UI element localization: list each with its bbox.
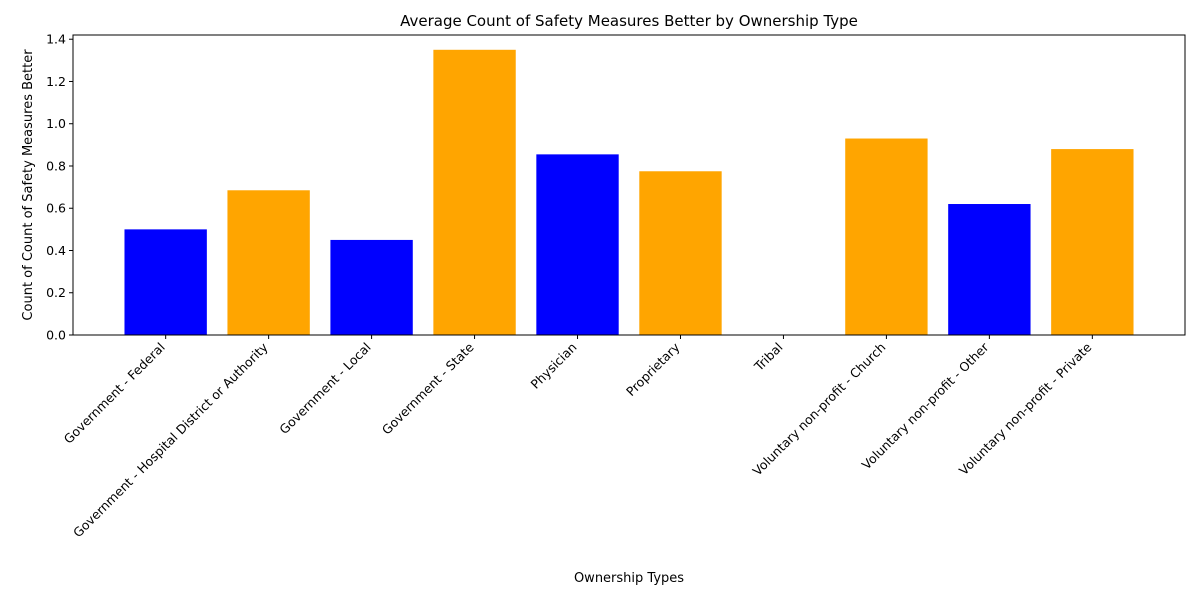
y-tick-label: 0.6 [46,201,66,216]
y-tick-label: 0.0 [46,328,66,343]
bar-3 [433,49,516,336]
x-tick-label: Tribal [751,340,786,375]
y-tick-label: 0.4 [46,243,66,258]
y-tick-label: 1.4 [46,32,66,47]
x-tick-label: Government - State [379,339,477,437]
bar-0 [124,229,207,335]
chart-title: Average Count of Safety Measures Better … [400,12,858,30]
y-tick-label: 0.8 [46,158,66,173]
x-tick-label: Proprietary [623,339,683,399]
bar-5 [639,171,722,335]
x-tick-label: Physician [527,340,579,392]
x-axis-label: Ownership Types [574,571,684,586]
y-axis-ticks: 0.0 0.2 0.4 0.6 0.8 1.0 1.2 1.4 [46,32,73,343]
bar-8 [948,204,1031,335]
plot-frame [72,34,1186,336]
bar-7 [845,138,928,335]
y-tick-label: 0.2 [46,285,66,300]
x-tick-label: Government - Federal [61,340,168,447]
y-axis-label: Count of Count of Safety Measures Better [21,49,36,321]
x-tick-label: Government - Local [276,340,373,437]
y-tick-label: 1.0 [46,116,66,131]
x-tick-label: Government - Hospital District or Author… [70,339,271,540]
bar-2 [330,239,413,335]
bars-group [124,49,1134,336]
bar-4 [536,154,619,335]
bar-1 [227,190,310,335]
y-tick-label: 1.2 [46,74,66,89]
bar-9 [1051,149,1134,335]
